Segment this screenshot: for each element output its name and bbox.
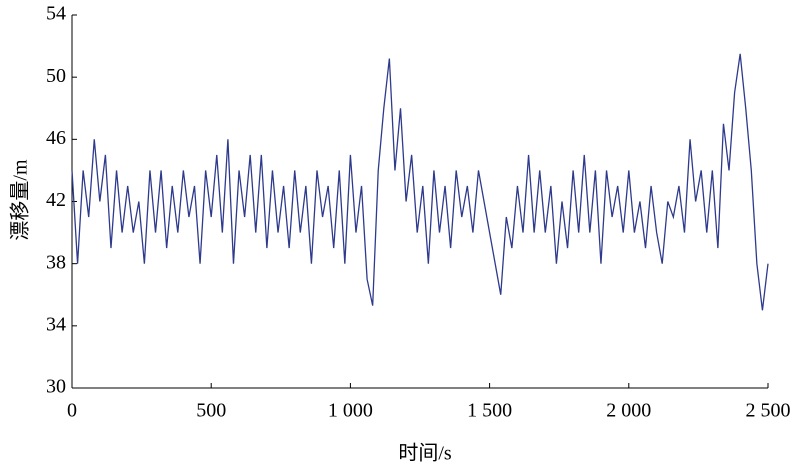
x-tick-label: 2 500 <box>746 400 791 422</box>
y-tick-label: 38 <box>46 251 66 273</box>
x-tick-label: 500 <box>196 400 226 422</box>
y-tick-label: 42 <box>46 189 66 211</box>
y-tick-label: 34 <box>46 313 66 335</box>
y-tick-label: 50 <box>46 65 66 87</box>
x-tick-label: 0 <box>67 400 77 422</box>
y-tick-label: 46 <box>46 127 66 149</box>
y-tick-label: 54 <box>46 3 66 25</box>
x-tick-label: 2 000 <box>606 400 651 422</box>
x-axis-label: 时间/s <box>398 442 452 465</box>
data-line <box>71 53 769 311</box>
x-tick-label: 1 000 <box>328 400 373 422</box>
y-tick-label: 30 <box>46 376 66 398</box>
x-tick-label: 1 500 <box>467 400 512 422</box>
y-axis-label: 漂移量/m <box>9 159 32 241</box>
